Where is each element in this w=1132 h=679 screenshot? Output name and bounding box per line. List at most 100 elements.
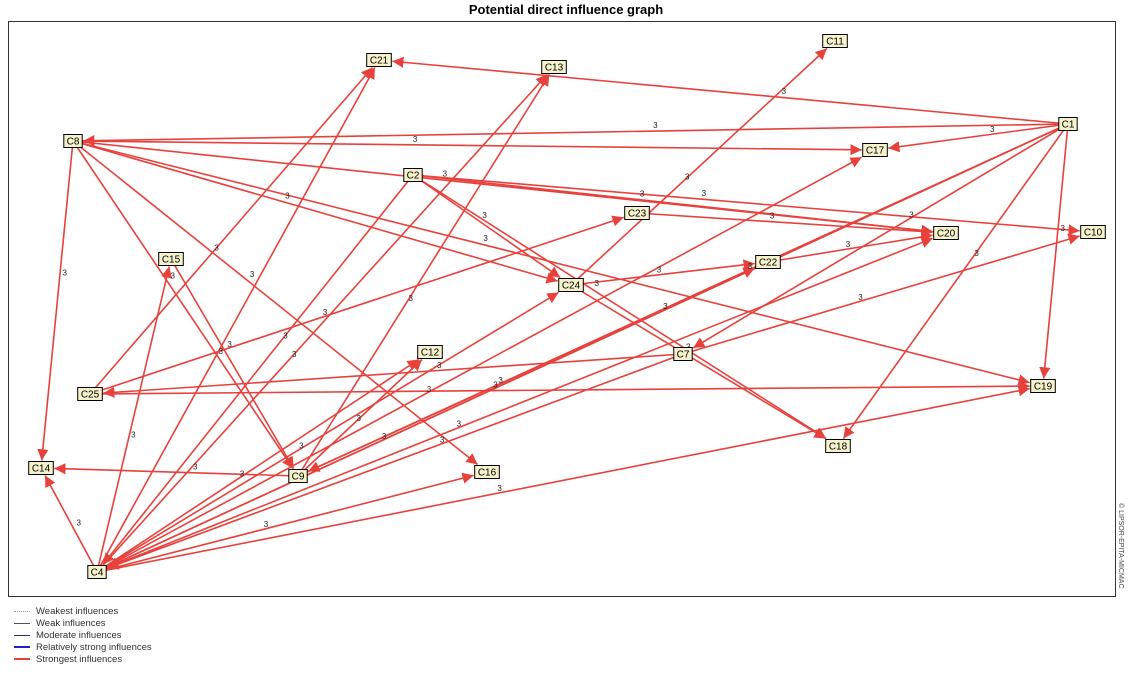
edge-c2-to-c4	[102, 174, 414, 565]
edge-weight-label: 3	[131, 431, 136, 440]
node-box	[28, 461, 54, 475]
node-label: C2	[407, 171, 420, 182]
legend-swatch	[14, 646, 30, 648]
edge-weight-label: 3	[909, 211, 914, 220]
node-c16[interactable]: C16	[474, 465, 500, 479]
node-c18[interactable]: C18	[825, 439, 851, 453]
edge-weight-label: 3	[640, 189, 645, 198]
edge-weight-label: 3	[498, 376, 503, 385]
edge-weight-label: 3	[356, 414, 361, 423]
edge-weight-label: 3	[782, 87, 787, 96]
node-c1[interactable]: C1	[1058, 117, 1078, 131]
edge-weight-label: 3	[250, 270, 255, 279]
edge-weight-label: 3	[382, 432, 387, 441]
edge-c4-to-c19	[96, 385, 1030, 573]
node-c14[interactable]: C14	[28, 461, 54, 475]
node-label: C9	[292, 472, 305, 483]
edge-weight-label: 3	[653, 121, 658, 130]
node-box	[933, 226, 959, 240]
edge-weight-label: 3	[413, 135, 418, 144]
edge-weight-label: 3	[299, 441, 304, 450]
node-label: C14	[32, 464, 51, 475]
edge-weight-label: 3	[283, 332, 288, 341]
node-box	[862, 143, 888, 157]
legend-item: Strongest influences	[14, 653, 152, 665]
node-label: C25	[81, 390, 100, 401]
node-c12[interactable]: C12	[417, 345, 443, 359]
node-c17[interactable]: C17	[862, 143, 888, 157]
edge-c25-to-c23	[89, 215, 624, 395]
node-label: C20	[937, 229, 956, 240]
edge-c2-to-c24	[412, 174, 561, 279]
edge-c4-to-c20	[96, 237, 933, 573]
node-c4[interactable]: C4	[87, 565, 107, 579]
legend-swatch	[14, 634, 30, 636]
node-c23[interactable]: C23	[624, 206, 650, 220]
node-box	[87, 565, 107, 579]
node-c7[interactable]: C7	[673, 347, 693, 361]
edge-weight-label: 3	[457, 420, 462, 429]
node-c24[interactable]: C24	[558, 278, 584, 292]
edge-weight-label: 3	[214, 244, 219, 253]
edge-weight-label: 3	[240, 470, 245, 479]
edge-c4-to-c21	[96, 67, 376, 573]
legend-item: Weakest influences	[14, 605, 152, 617]
node-label: C21	[370, 56, 389, 67]
edge-c4-to-c22	[96, 267, 756, 573]
edge-c1-to-c21	[392, 56, 1069, 125]
graph-title: Potential direct influence graph	[468, 2, 664, 17]
node-label: C23	[628, 209, 647, 220]
edge-c2-to-c10	[412, 174, 1080, 236]
node-box	[417, 345, 443, 359]
node-label: C8	[67, 137, 80, 148]
legend-label: Weakest influences	[36, 605, 119, 617]
node-box	[624, 206, 650, 220]
edge-c8-to-c17	[72, 140, 862, 156]
node-box	[541, 60, 567, 74]
node-c20[interactable]: C20	[933, 226, 959, 240]
legend-label: Relatively strong influences	[36, 641, 152, 653]
edge-c7-to-c10	[682, 233, 1080, 355]
node-c10[interactable]: C10	[1080, 225, 1106, 239]
node-label: C10	[1084, 228, 1103, 239]
edge-c24-to-c18	[570, 284, 826, 440]
edge-weight-label: 3	[748, 262, 753, 271]
edge-weight-label: 3	[482, 211, 487, 220]
edge-c7-to-c4	[106, 353, 684, 570]
edge-c25-to-c21	[89, 66, 374, 395]
node-c19[interactable]: C19	[1030, 379, 1056, 393]
node-c13[interactable]: C13	[541, 60, 567, 74]
legend-swatch	[14, 610, 30, 612]
edge-c4-to-c17	[96, 156, 863, 573]
edge-c4-to-c15	[96, 266, 173, 573]
edge-c22-to-c20	[767, 231, 933, 263]
node-c15[interactable]: C15	[158, 252, 184, 266]
edge-c24-to-c22	[570, 259, 755, 286]
node-label: C4	[91, 568, 104, 579]
edge-c8-to-c16	[72, 140, 479, 466]
legend-item: Weak influences	[14, 617, 152, 629]
node-c21[interactable]: C21	[366, 53, 392, 67]
graph-frame	[8, 21, 1116, 597]
edge-c8-to-c19	[72, 140, 1030, 386]
edge-c4-to-c24	[96, 291, 560, 573]
node-box	[77, 387, 103, 401]
node-c22[interactable]: C22	[755, 255, 781, 269]
edge-weight-label: 3	[974, 249, 979, 258]
edge-c1-to-c8	[83, 123, 1069, 147]
node-c25[interactable]: C25	[77, 387, 103, 401]
nodes-layer: C1 C2 C4 C7 C8 C9 C10 C11 C12 C13 C14 C15 C16 C17 C18 C…	[28, 34, 1106, 579]
node-box	[63, 134, 83, 148]
edge-c1-to-c19	[1039, 123, 1069, 379]
node-label: C1	[1062, 120, 1075, 131]
node-c11[interactable]: C11	[822, 34, 848, 48]
node-label: C16	[478, 468, 497, 479]
edge-c4-to-c16	[96, 472, 474, 573]
edge-weight-label: 3	[493, 381, 498, 390]
node-c8[interactable]: C8	[63, 134, 83, 148]
edge-weight-label: 3	[171, 272, 176, 281]
node-c2[interactable]: C2	[403, 168, 423, 182]
node-box	[755, 255, 781, 269]
legend-label: Moderate influences	[36, 629, 122, 641]
node-c9[interactable]: C9	[288, 469, 308, 483]
